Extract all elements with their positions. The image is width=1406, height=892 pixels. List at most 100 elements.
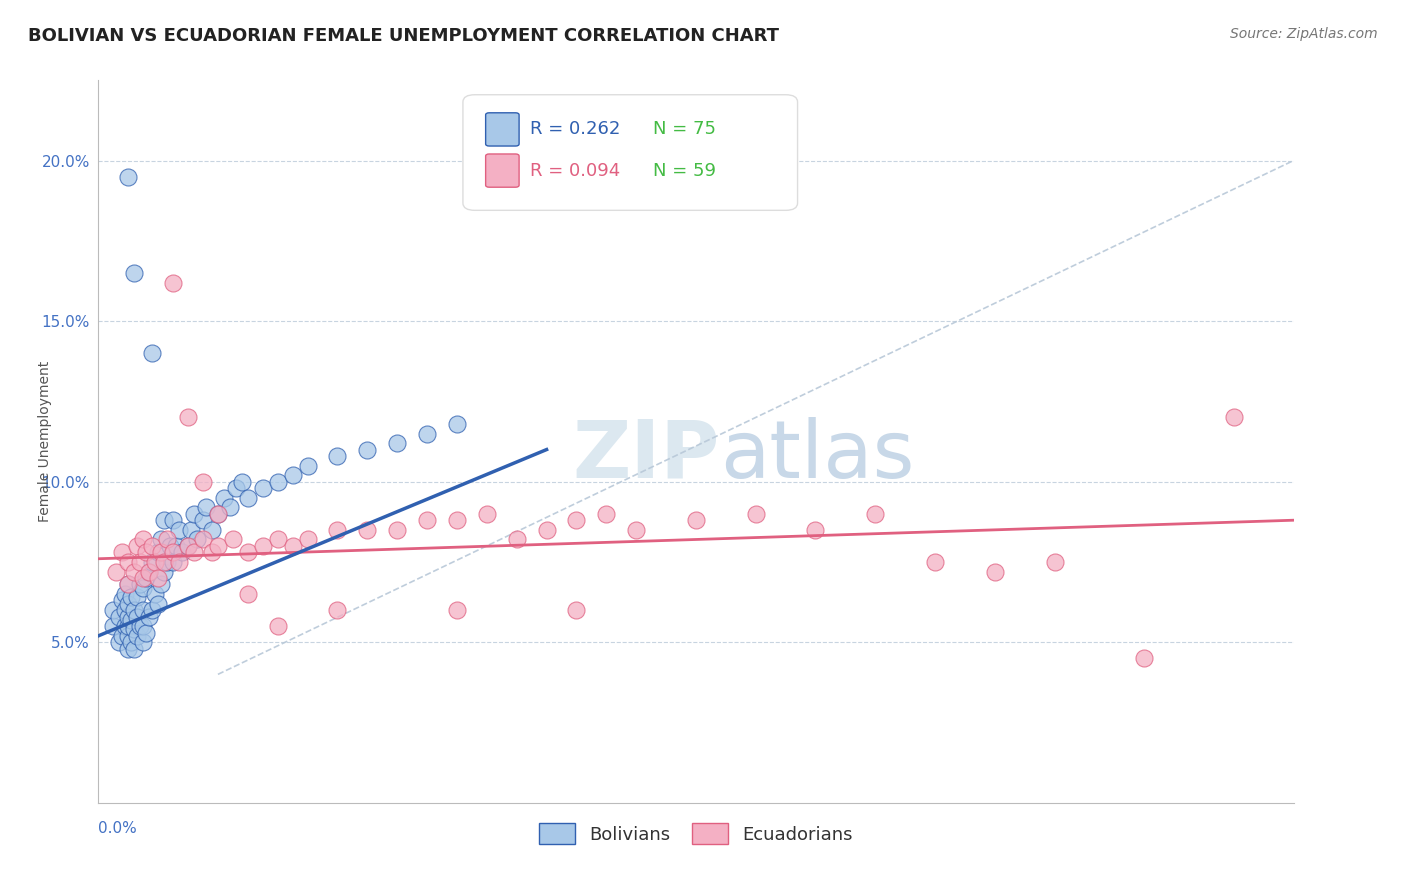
Point [132,571,155,585]
FancyBboxPatch shape [485,112,519,146]
Point [159,539,181,553]
Point [446,603,468,617]
Text: N = 75: N = 75 [652,120,716,138]
Point [124,623,146,637]
Point [745,507,768,521]
Text: atlas: atlas [720,417,914,495]
Point [129,577,152,591]
Point [117,619,139,633]
Point [685,513,707,527]
Point [536,523,558,537]
Point [143,555,166,569]
Point [135,625,157,640]
Point [153,565,176,579]
Point [141,346,163,360]
Point [416,513,439,527]
Point [108,609,131,624]
Point [156,533,179,547]
Point [267,475,290,489]
Point [236,587,259,601]
Point [117,169,139,184]
Point [132,533,155,547]
Point [132,581,155,595]
Point [191,475,214,489]
Point [124,641,146,656]
Point [127,539,149,553]
Point [141,603,163,617]
Point [141,539,163,553]
Point [153,513,176,527]
Point [143,587,166,601]
Point [172,545,194,559]
Point [207,507,229,521]
Point [111,629,134,643]
Point [225,481,247,495]
Point [219,500,242,515]
Point [281,539,304,553]
Point [167,523,190,537]
Text: N = 59: N = 59 [652,161,716,179]
Text: Source: ZipAtlas.com: Source: ZipAtlas.com [1230,27,1378,41]
Point [167,555,190,569]
Point [236,491,259,505]
Point [1133,651,1156,665]
Point [114,603,136,617]
Text: BOLIVIAN VS ECUADORIAN FEMALE UNEMPLOYMENT CORRELATION CHART: BOLIVIAN VS ECUADORIAN FEMALE UNEMPLOYME… [28,27,779,45]
Point [135,545,157,559]
FancyBboxPatch shape [463,95,797,211]
Point [626,523,648,537]
Point [117,577,139,591]
FancyBboxPatch shape [485,154,519,187]
Point [475,507,498,521]
Point [124,603,146,617]
Point [191,513,214,527]
Point [183,545,205,559]
Point [141,555,163,569]
Point [222,533,245,547]
Point [150,577,173,591]
Point [595,507,617,521]
Point [281,468,304,483]
Point [236,545,259,559]
Point [156,555,179,569]
Point [153,555,176,569]
Point [114,619,136,633]
Point [120,591,142,605]
Point [183,507,205,521]
Legend: Bolivians, Ecuadorians: Bolivians, Ecuadorians [531,816,860,852]
Point [385,436,409,450]
Point [111,593,134,607]
Point [117,609,139,624]
Point [177,539,200,553]
Point [150,545,173,559]
Point [924,555,946,569]
Point [132,603,155,617]
Point [127,629,149,643]
Point [120,613,142,627]
Point [120,635,142,649]
Point [984,565,1007,579]
Point [150,533,173,547]
Point [231,475,253,489]
Point [186,533,208,547]
Point [177,410,200,425]
Point [267,619,290,633]
Point [804,523,827,537]
Text: Female Unemployment: Female Unemployment [38,361,52,522]
Point [117,555,139,569]
Point [127,609,149,624]
Point [356,442,378,457]
Point [108,635,131,649]
Point [165,539,187,553]
Point [195,500,218,515]
Point [446,513,468,527]
Point [446,417,468,431]
Point [356,523,378,537]
Point [162,276,184,290]
Point [252,539,274,553]
Point [326,449,349,463]
Point [117,641,139,656]
Point [1223,410,1246,425]
Point [252,481,274,495]
Point [326,523,349,537]
